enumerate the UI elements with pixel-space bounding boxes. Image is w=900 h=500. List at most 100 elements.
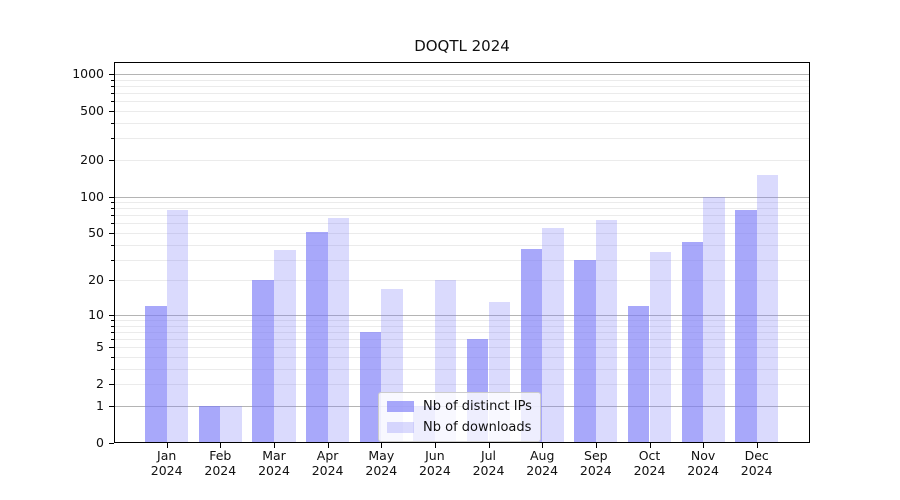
bar-downloads-feb (220, 406, 242, 443)
gridline-minor (114, 101, 810, 103)
gridline-major (114, 314, 810, 316)
y-minor-tick-mark (111, 122, 114, 124)
x-tick-mark (434, 443, 436, 448)
x-tick-label-year: 2024 (258, 463, 290, 478)
x-tick-label-year: 2024 (579, 463, 612, 478)
x-tick-label-month: Apr (316, 448, 339, 463)
y-minor-tick-mark (111, 101, 114, 103)
x-tick-label-year: 2024 (365, 463, 398, 478)
x-tick-mark (703, 443, 705, 448)
gridline-minor (114, 347, 810, 349)
bar-ips-oct (627, 306, 650, 443)
y-tick-mark (109, 406, 114, 407)
x-tick-label-month: Jul (480, 448, 497, 463)
gridline-minor (114, 208, 810, 210)
x-tick-label-month: Nov (690, 448, 716, 463)
x-tick-mark (649, 443, 651, 448)
legend-item-downloads: Nb of downloads (387, 419, 532, 436)
y-minor-tick-mark (111, 79, 114, 81)
y-tick-mark (109, 110, 114, 112)
y-tick-mark (109, 443, 114, 444)
chart-title: DOQTL 2024 (414, 37, 510, 55)
x-tick-label-jan: Jan 2024 (135, 448, 199, 478)
x-tick-label-mar: Mar 2024 (242, 448, 306, 478)
bar-downloads-nov (703, 196, 725, 443)
bar-downloads-oct (649, 251, 672, 443)
y-tick-label: 50 (88, 225, 104, 240)
y-tick-label: 100 (80, 188, 104, 204)
x-tick-label-nov: Nov 2024 (671, 448, 735, 478)
x-tick-label-year: 2024 (472, 463, 505, 478)
bar-downloads-jan (166, 210, 189, 443)
x-tick-label-year: 2024 (204, 463, 237, 478)
y-tick-label: 20 (88, 272, 104, 288)
x-tick-label-jul: Jul 2024 (457, 448, 521, 478)
gridline-minor (114, 122, 810, 124)
y-minor-tick-mark (111, 215, 114, 217)
bar-downloads-aug (542, 228, 564, 443)
gridline-minor (114, 244, 810, 246)
bar-ips-nov (681, 242, 704, 443)
gridline-minor (114, 368, 810, 370)
y-tick-mark (109, 314, 114, 316)
gridline-minor (114, 159, 810, 161)
y-minor-tick-mark (111, 325, 114, 327)
y-minor-tick-mark (111, 331, 114, 333)
y-minor-tick-mark (111, 259, 114, 261)
x-tick-mark (542, 443, 544, 448)
x-tick-label-oct: Oct 2024 (618, 448, 682, 478)
gridline-major (114, 73, 810, 75)
legend-item-distinct-ips: Nb of distinct IPs (387, 398, 532, 415)
y-tick-mark (109, 73, 114, 75)
y-tick-label: 5 (96, 339, 104, 355)
x-tick-label-month: Mar (262, 448, 286, 463)
gridline-minor (114, 233, 810, 234)
legend-swatch-distinct-ips-icon (387, 401, 414, 412)
y-minor-tick-mark (111, 202, 114, 203)
x-tick-mark (166, 443, 168, 448)
bar-downloads-apr (327, 218, 350, 443)
y-tick-label: 0 (96, 435, 104, 450)
x-tick-label-month: Jun (425, 448, 445, 463)
x-tick-label-month: Feb (209, 448, 232, 463)
x-tick-label-month: Oct (638, 448, 661, 463)
x-tick-label-year: 2024 (311, 463, 344, 478)
gridline-minor (114, 339, 810, 341)
bar-ips-dec (735, 209, 757, 443)
x-tick-label-month: Jan (157, 448, 177, 463)
bar-downloads-mar (274, 250, 296, 443)
x-tick-label-year: 2024 (150, 463, 183, 478)
y-minor-tick-mark (111, 138, 114, 140)
x-tick-label-aug: Aug 2024 (510, 448, 574, 478)
x-tick-mark (220, 443, 222, 448)
legend-label-downloads: Nb of downloads (423, 420, 532, 435)
x-tick-label-year: 2024 (526, 463, 559, 478)
gridline-major (114, 196, 810, 198)
gridline-minor (114, 331, 810, 333)
x-tick-mark (327, 443, 329, 448)
y-tick-label: 1 (96, 398, 104, 413)
y-tick-label: 500 (80, 102, 104, 118)
x-tick-mark (756, 443, 758, 448)
gridline-minor (114, 138, 810, 140)
x-tick-label-year: 2024 (687, 463, 719, 478)
x-tick-label-feb: Feb 2024 (188, 448, 252, 478)
x-tick-label-year: 2024 (633, 463, 666, 478)
x-tick-mark (488, 443, 490, 448)
legend: Nb of distinct IPs Nb of downloads (378, 392, 541, 442)
x-tick-label-month: Aug (529, 448, 555, 463)
x-tick-label-jun: Jun 2024 (403, 448, 467, 478)
gridline-minor (114, 110, 810, 112)
gridline-minor (114, 259, 810, 261)
y-minor-tick-mark (111, 85, 114, 87)
x-tick-label-month: Sep (584, 448, 608, 463)
y-tick-label: 2 (96, 376, 104, 392)
legend-swatch-downloads-icon (387, 422, 414, 433)
y-tick-label: 200 (80, 151, 104, 167)
bar-ips-jan (145, 306, 167, 443)
y-minor-tick-mark (111, 244, 114, 246)
legend-label-distinct-ips: Nb of distinct IPs (423, 399, 532, 414)
x-tick-label-sep: Sep 2024 (564, 448, 628, 478)
gridline-minor (114, 280, 810, 282)
